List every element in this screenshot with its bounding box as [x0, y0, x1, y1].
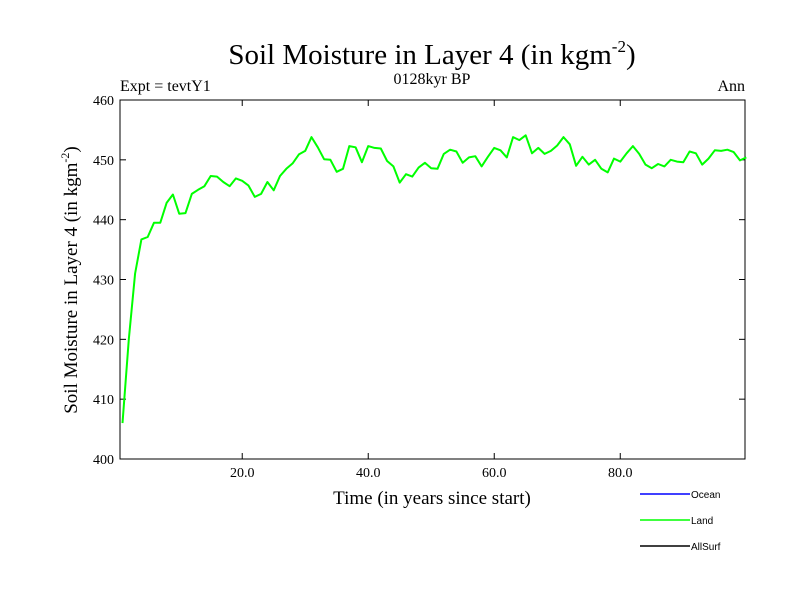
y-tick-label: 440	[93, 214, 114, 229]
y-tick-label: 450	[93, 154, 114, 169]
x-axis-label: Time (in years since start)	[333, 488, 531, 509]
chart-title-suffix: )	[626, 39, 636, 71]
subtitle-center: 0128kyr BP	[394, 71, 471, 88]
x-tick-label: 80.0	[608, 466, 633, 481]
legend-label-land: Land	[691, 516, 713, 527]
y-tick-label: 420	[93, 333, 114, 348]
x-tick-label: 40.0	[356, 466, 381, 481]
axis-tick-labels: 400 410 420 430 440 450 460 20.0 40.0 60.0 80.0	[93, 94, 633, 481]
y-axis-label: Soil Moisture in Layer 4 (in kgm-2)	[58, 146, 82, 414]
series-line-land	[121, 134, 747, 424]
y-tick-label: 460	[93, 94, 114, 109]
y-axis-label-superscript: -2	[58, 153, 72, 163]
legend-label-allsurf: AllSurf	[691, 542, 721, 553]
x-tick-label: 60.0	[482, 466, 507, 481]
series-lines	[121, 134, 747, 424]
legend-label-ocean: Ocean	[691, 490, 720, 501]
y-tick-label: 430	[93, 274, 114, 289]
chart-title: Soil Moisture in Layer 4 (in kgm-2)	[228, 37, 635, 71]
x-tick-label: 20.0	[230, 466, 255, 481]
y-tick-label: 400	[93, 453, 114, 468]
subtitle-right: Ann	[717, 78, 745, 95]
axis-ticks	[120, 99, 745, 460]
legend: Ocean Land AllSurf	[640, 490, 721, 553]
chart-title-superscript: -2	[612, 37, 626, 56]
y-axis-label-suffix: )	[61, 146, 82, 152]
y-tick-label: 410	[93, 393, 114, 408]
plot-frame	[119, 99, 746, 460]
subtitle-left: Expt = tevtY1	[120, 78, 211, 95]
